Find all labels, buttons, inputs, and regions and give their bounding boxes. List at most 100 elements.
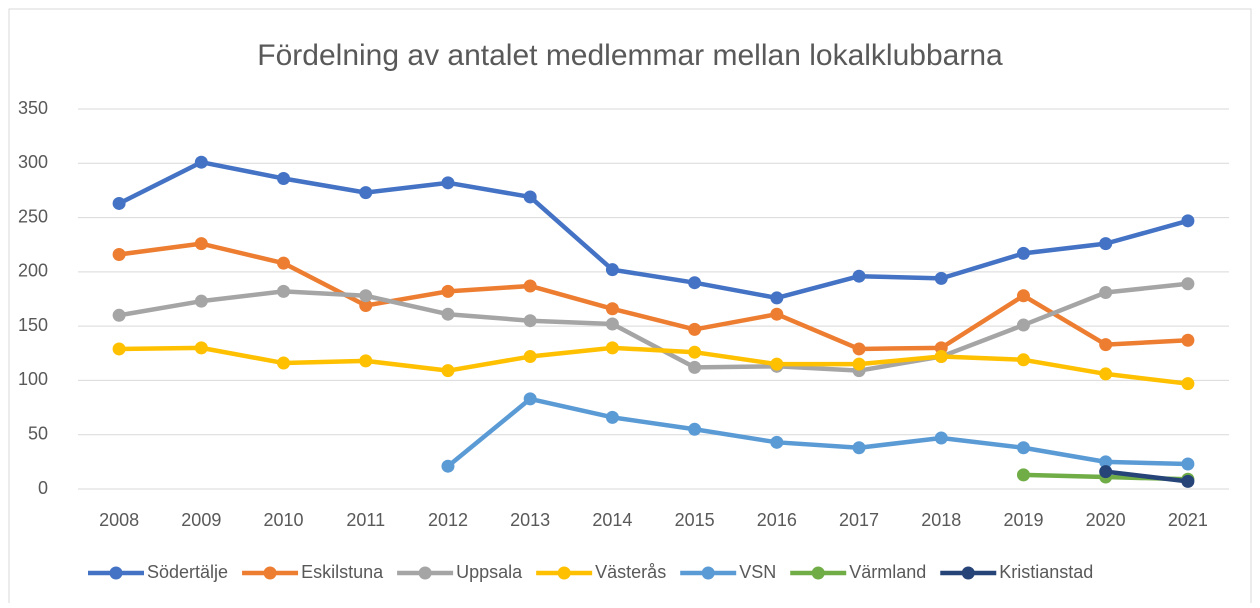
data-point <box>523 350 537 364</box>
x-tick-label: 2017 <box>839 510 879 530</box>
data-point <box>523 279 537 293</box>
data-point <box>852 357 866 371</box>
data-point <box>277 284 291 298</box>
legend-marker <box>811 566 825 580</box>
legend-marker <box>701 566 715 580</box>
x-tick-label: 2019 <box>1003 510 1043 530</box>
legend-label: Eskilstuna <box>301 562 384 582</box>
x-tick-label: 2009 <box>181 510 221 530</box>
data-point <box>112 342 126 356</box>
data-point <box>112 308 126 322</box>
legend-label: Södertälje <box>147 562 228 582</box>
data-point <box>1181 377 1195 391</box>
data-point <box>688 322 702 336</box>
data-point <box>441 284 455 298</box>
y-tick-label: 350 <box>18 98 48 118</box>
data-point <box>605 410 619 424</box>
x-tick-label: 2008 <box>99 510 139 530</box>
y-tick-label: 300 <box>18 152 48 172</box>
data-point <box>112 196 126 210</box>
data-point <box>359 289 373 303</box>
data-point <box>605 302 619 316</box>
legend-marker <box>109 566 123 580</box>
data-point <box>1181 214 1195 228</box>
data-point <box>605 317 619 331</box>
x-tick-label: 2016 <box>757 510 797 530</box>
data-point <box>359 354 373 368</box>
series-line <box>118 241 1189 352</box>
series-line <box>119 345 1189 386</box>
legend-label: VSN <box>739 562 776 582</box>
data-point <box>1181 474 1195 488</box>
chart-title: Fördelning av antalet medlemmar mellan l… <box>257 39 1003 72</box>
legend-label: Kristianstad <box>999 562 1093 582</box>
data-point <box>194 155 208 169</box>
data-point <box>441 307 455 321</box>
data-point <box>1099 237 1113 251</box>
data-point <box>852 342 866 356</box>
legend-label: Uppsala <box>456 562 523 582</box>
x-tick-label: 2010 <box>264 510 304 530</box>
data-point <box>852 441 866 455</box>
legend-marker <box>418 566 432 580</box>
series-line <box>118 159 1189 301</box>
y-tick-label: 200 <box>18 261 48 281</box>
data-point <box>688 276 702 290</box>
series-line <box>446 396 1188 468</box>
data-point <box>1016 318 1030 332</box>
data-point <box>1016 441 1030 455</box>
data-point <box>277 256 291 270</box>
data-point <box>770 307 784 321</box>
data-point <box>277 171 291 185</box>
data-point <box>359 299 373 313</box>
data-point <box>1016 289 1030 303</box>
series-line <box>1105 469 1189 484</box>
legend-label: Värmland <box>849 562 926 582</box>
data-point <box>605 341 619 355</box>
data-point <box>1099 465 1113 479</box>
data-point <box>1099 455 1113 469</box>
data-point <box>523 190 537 204</box>
data-point <box>1181 457 1195 471</box>
data-point <box>359 186 373 200</box>
data-point <box>605 263 619 277</box>
legend-marker <box>557 566 571 580</box>
data-point <box>523 392 537 406</box>
data-point <box>770 357 784 371</box>
data-point <box>1099 367 1113 381</box>
data-point <box>934 271 948 285</box>
legend-label: Västerås <box>595 562 666 582</box>
data-point <box>441 459 455 473</box>
data-point <box>1016 246 1030 260</box>
legend-marker <box>263 566 277 580</box>
data-point <box>194 341 208 355</box>
data-point <box>688 422 702 436</box>
data-point <box>112 247 126 261</box>
y-tick-label: 250 <box>18 206 48 226</box>
y-tick-label: 100 <box>18 369 48 389</box>
x-tick-label: 2015 <box>675 510 715 530</box>
data-point <box>441 364 455 378</box>
x-tick-label: 2012 <box>428 510 468 530</box>
data-point <box>1016 353 1030 367</box>
data-point <box>194 294 208 308</box>
data-point <box>1099 338 1113 352</box>
x-tick-label: 2020 <box>1086 510 1126 530</box>
x-tick-label: 2014 <box>592 510 632 530</box>
data-point <box>688 345 702 359</box>
y-tick-label: 50 <box>28 423 48 443</box>
x-tick-label: 2013 <box>510 510 550 530</box>
data-point <box>1099 285 1113 299</box>
data-point <box>277 356 291 370</box>
data-point <box>934 350 948 364</box>
data-point <box>934 431 948 445</box>
y-tick-label: 0 <box>38 478 48 498</box>
data-point <box>688 360 702 374</box>
data-point <box>1016 468 1030 482</box>
series-line <box>118 281 1189 373</box>
data-point <box>441 176 455 190</box>
data-point <box>194 237 208 251</box>
data-point <box>770 435 784 449</box>
data-point <box>852 269 866 283</box>
